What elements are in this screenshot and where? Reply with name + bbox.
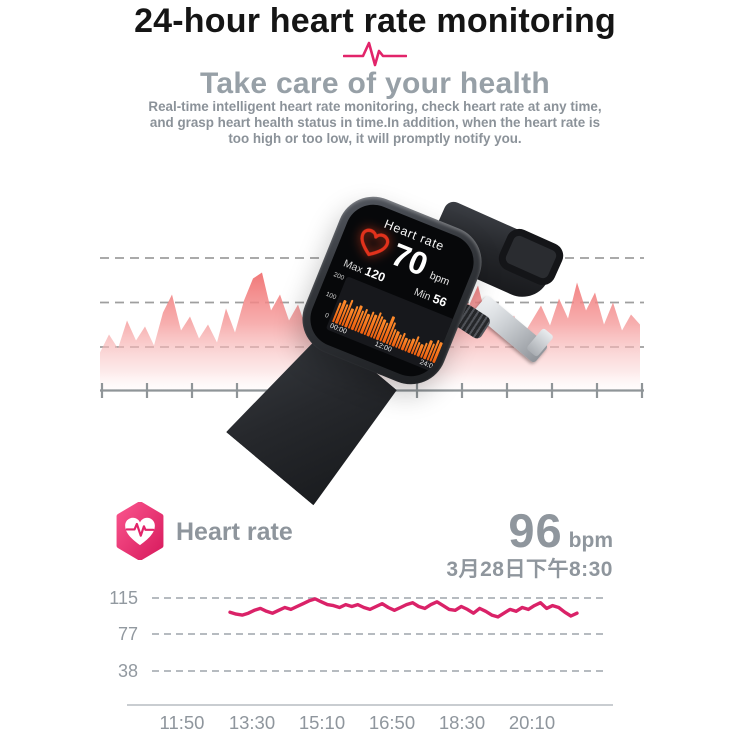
app-bpm-value: 96 <box>508 504 563 557</box>
watch-y-tick: 200 <box>332 271 346 282</box>
watch-screen: Heart rate 70 bpm Max120 Min56 200 100 0 <box>301 196 483 385</box>
page-description: Real-time intelligent heart rate monitor… <box>0 99 750 146</box>
watch-body: Heart rate 70 bpm Max120 Min56 200 100 0 <box>291 185 493 396</box>
app-bpm-unit: bpm <box>568 529 613 552</box>
app-current-value: 96 bpm <box>360 503 613 558</box>
description-line: and grasp heart health status in time.In… <box>149 114 601 130</box>
heart-icon <box>360 228 390 257</box>
description-line: too high or too low, it will promptly no… <box>228 130 522 146</box>
watch-bpm-unit: bpm <box>427 269 452 289</box>
heart-rate-badge-icon <box>116 502 164 560</box>
watch-y-tick: 0 <box>323 311 330 320</box>
app-timestamp: 3月28日下午8:30 <box>446 558 613 581</box>
page-subtitle: Take care of your health <box>199 67 551 100</box>
page-title: 24-hour heart rate monitoring <box>134 2 616 40</box>
app-heart-rate-label: Heart rate <box>176 518 293 546</box>
watch-y-tick: 100 <box>324 290 338 301</box>
ecg-divider-icon <box>343 41 407 67</box>
description-line: Real-time intelligent heart rate monitor… <box>148 99 602 114</box>
